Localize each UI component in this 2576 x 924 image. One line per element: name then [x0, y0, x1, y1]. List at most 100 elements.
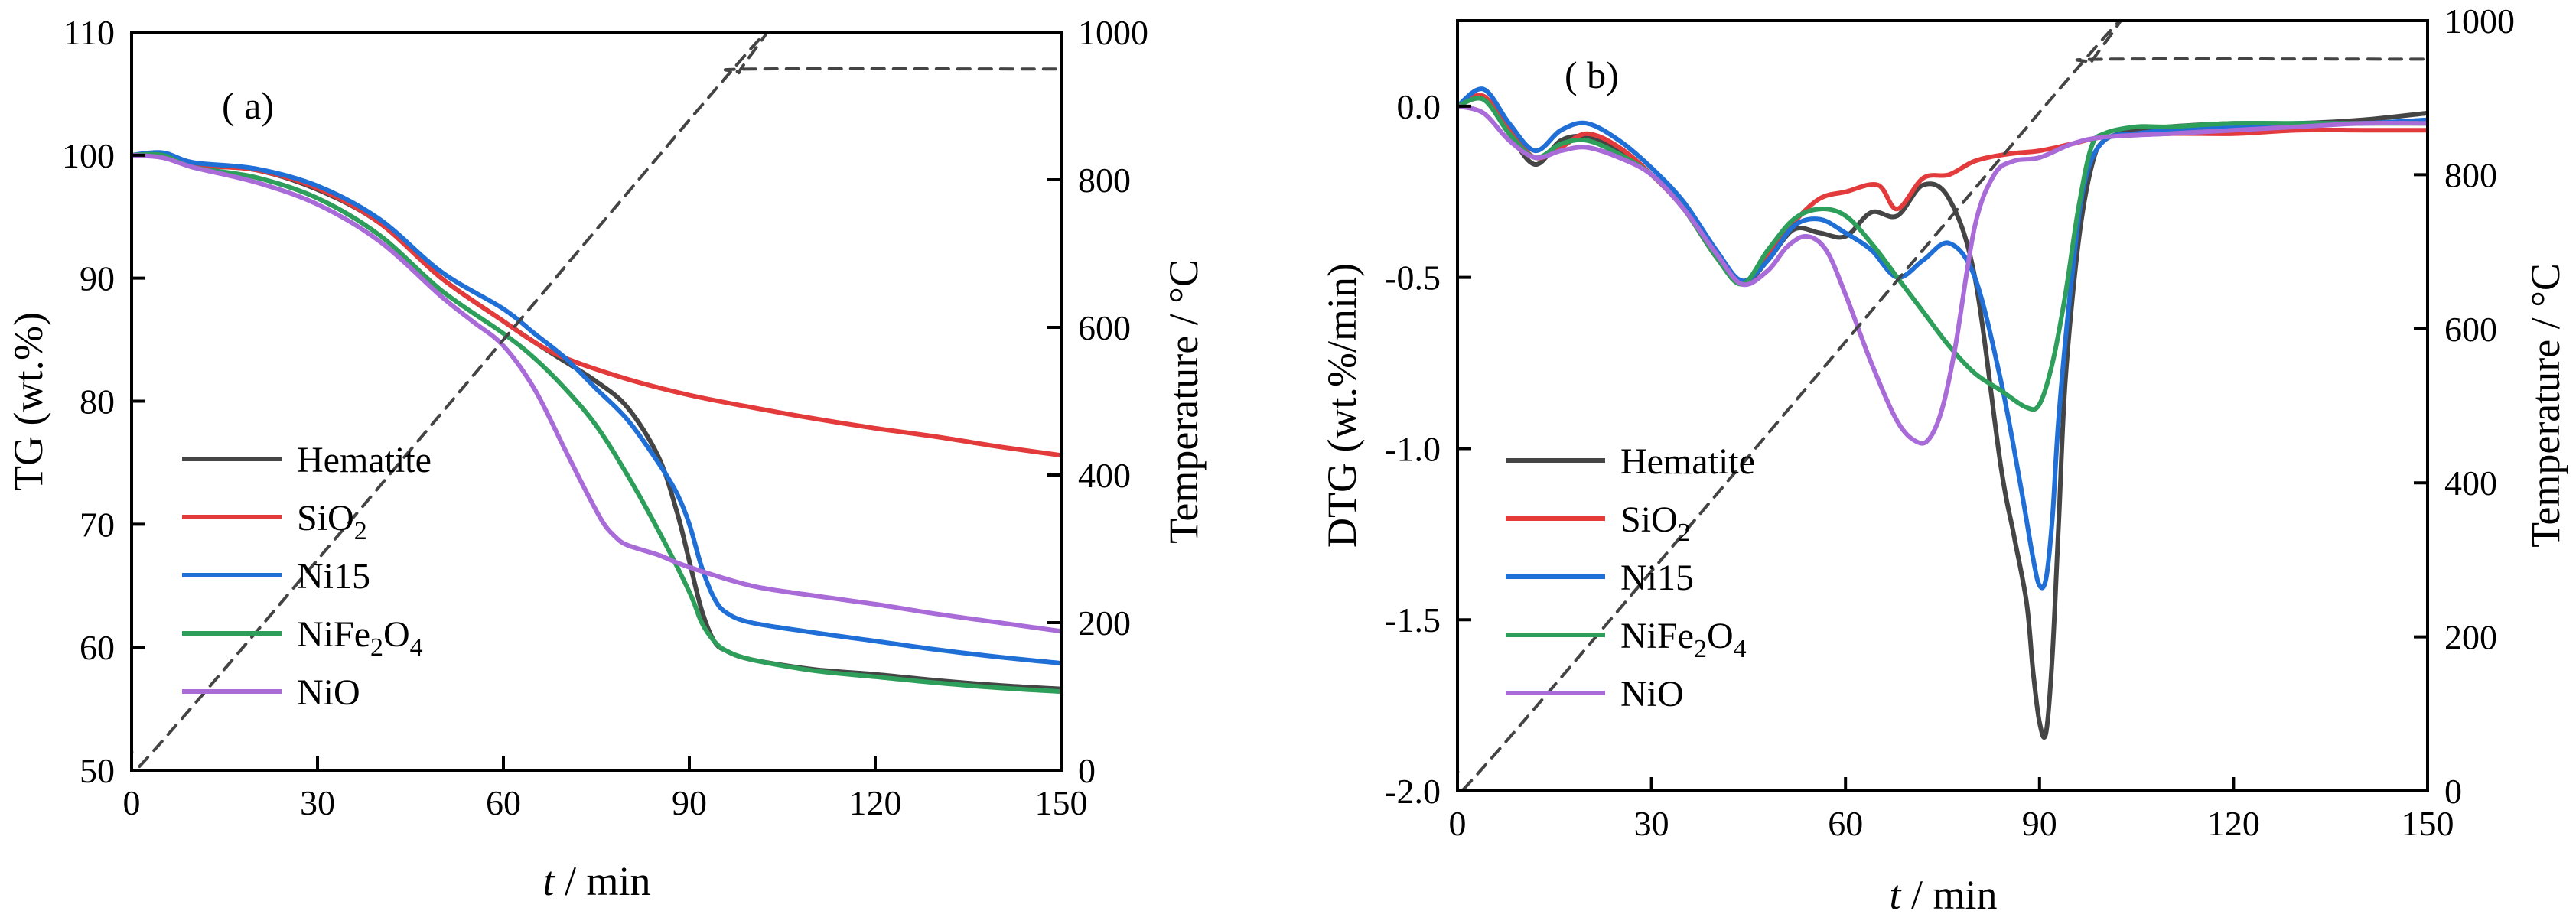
y2-tick-label: 200 [1078, 604, 1131, 643]
x-tick-label: 60 [1828, 804, 1863, 843]
panel-b-x-unit: / min [1901, 872, 1998, 918]
x-tick-label: 30 [1634, 804, 1669, 843]
y2-tick-label: 200 [2444, 618, 2497, 657]
legend-label-sio2: SiO2 [297, 498, 367, 545]
y2-tick-label: 0 [1078, 751, 1096, 790]
x-tick-label: 150 [1035, 783, 1088, 822]
legend-label-main: NiFe [297, 614, 370, 655]
legend-label-main: SiO [297, 498, 354, 538]
panel-b-y2-axis-label: Temperature / °C [2522, 263, 2568, 548]
panel-a-x-ticks: 0 30 60 90 120 150 [123, 756, 1088, 822]
y-tick-label: 0.0 [1397, 87, 1441, 126]
legend-label-ni15: Ni15 [1620, 558, 1694, 598]
panel-a-x-unit: / min [555, 858, 651, 904]
y2-tick-label: 800 [2444, 155, 2497, 194]
y-tick-label: 50 [80, 751, 115, 790]
y2-tick-label: 800 [1078, 161, 1131, 200]
legend-label-subscript: 2 [1678, 519, 1691, 547]
panel-a-y2-ticks: 0 200 400 600 800 1000 [1047, 13, 1148, 790]
y2-tick-label: 1000 [2444, 2, 2515, 41]
legend-label-main: Hematite [297, 440, 432, 480]
legend-label-nife2o4: NiFe2O4 [1620, 616, 1747, 663]
y-tick-label: -0.5 [1385, 259, 1441, 298]
panel-a-label: ( a) [222, 84, 274, 127]
legend-label-main: Hematite [1620, 441, 1755, 482]
legend-label-ni15: Ni15 [297, 556, 370, 597]
panel-a-y-axis-label: TG (wt.%) [5, 312, 51, 491]
panel-a-y-ticks: 50 60 70 80 90 100 110 [62, 13, 145, 790]
y2-tick-label: 400 [2444, 464, 2497, 503]
series-line-ni15 [132, 150, 1061, 666]
y2-tick-label: 1000 [1078, 13, 1148, 52]
y-tick-label: 80 [80, 382, 115, 421]
series-line-sio2 [132, 151, 1061, 458]
legend-label-nife2o4: NiFe2O4 [297, 614, 423, 662]
legend-label-hematite: Hematite [1620, 441, 1755, 482]
x-tick-label: 120 [849, 783, 902, 822]
panel-b-y-axis-label: DTG (wt.%/min) [1319, 263, 1365, 548]
legend-label-main: NiO [1620, 674, 1684, 714]
y-tick-label: 90 [80, 259, 115, 298]
legend-label-subscript: 2 [1694, 635, 1707, 663]
legend-label-main: SiO [1620, 499, 1678, 540]
legend-label-sio2: SiO2 [1620, 499, 1691, 547]
panel-b-series-group [1457, 21, 2428, 791]
y-tick-label: -1.0 [1385, 429, 1441, 468]
legend-label-subscript: 2 [370, 633, 383, 662]
panel-b-label: ( b) [1565, 54, 1619, 96]
x-tick-label: 120 [2207, 804, 2260, 843]
x-tick-label: 90 [2022, 804, 2057, 843]
y2-tick-label: 400 [1078, 456, 1131, 495]
series-line-nio [1457, 103, 2428, 446]
x-tick-label: 30 [300, 783, 335, 822]
legend-label-main: NiFe [1620, 616, 1694, 656]
y-tick-label: 100 [62, 136, 115, 175]
panel-b-y2-ticks: 0 200 400 600 800 1000 [2414, 2, 2515, 811]
legend-label-subscript: 4 [1734, 635, 1747, 663]
panel-b-plot-frame [1456, 19, 2429, 792]
y-tick-label: 110 [64, 13, 115, 52]
series-line-nio [132, 152, 1061, 634]
legend-label-subscript: 4 [410, 633, 423, 662]
x-tick-label: 150 [2402, 804, 2454, 843]
panel-a-x-axis-label: t / min [542, 858, 650, 904]
panel-a-x-var: t [542, 858, 555, 904]
panel-a-y2-axis-label: Temperature / °C [1161, 259, 1207, 544]
y-tick-label: -1.5 [1385, 600, 1441, 639]
panel-b-y-ticks: -2.0 -1.5 -1.0 -0.5 0.0 [1385, 87, 1471, 811]
legend-label-tail: O [383, 614, 410, 655]
legend-label-main: Ni15 [1620, 558, 1694, 598]
legend-label-nio: NiO [297, 672, 360, 713]
series-line-temperature [132, 32, 1061, 770]
series-line-nife2o4 [132, 151, 1061, 695]
x-tick-label: 60 [486, 783, 521, 822]
y2-tick-label: 600 [2444, 310, 2497, 349]
y2-tick-label: 0 [2444, 772, 2462, 811]
panel-a-tg-chart: 0 30 60 90 120 150 50 60 70 80 90 100 110 0 200 400 60… [5, 13, 1207, 904]
y-tick-label: 70 [80, 505, 115, 544]
panel-b-x-var: t [1889, 872, 1902, 918]
legend-label-tail: O [1707, 616, 1734, 656]
series-line-hematite [1457, 96, 2428, 740]
x-tick-label: 0 [123, 783, 141, 822]
y-tick-label: -2.0 [1385, 772, 1441, 811]
y-tick-label: 60 [80, 628, 115, 667]
panel-b-x-ticks: 0 30 60 90 120 150 [1449, 777, 2454, 843]
panel-a-plot-frame [130, 31, 1063, 772]
legend-label-subscript: 2 [354, 517, 367, 545]
x-tick-label: 90 [672, 783, 707, 822]
series-line-hematite [132, 151, 1061, 691]
legend-label-main: NiO [297, 672, 360, 713]
y2-tick-label: 600 [1078, 308, 1131, 347]
series-line-nife2o4 [1457, 96, 2428, 412]
legend-label-nio: NiO [1620, 674, 1684, 714]
legend-label-hematite: Hematite [297, 440, 432, 480]
panel-a-series-group [132, 32, 1061, 770]
panel-b-dtg-chart: 0 30 60 90 120 150 -2.0-1.5-1.0-0.50.0 020040… [1319, 2, 2568, 918]
legend-label-main: Ni15 [297, 556, 370, 597]
x-tick-label: 0 [1449, 804, 1467, 843]
panel-b-x-axis-label: t / min [1889, 872, 1997, 918]
